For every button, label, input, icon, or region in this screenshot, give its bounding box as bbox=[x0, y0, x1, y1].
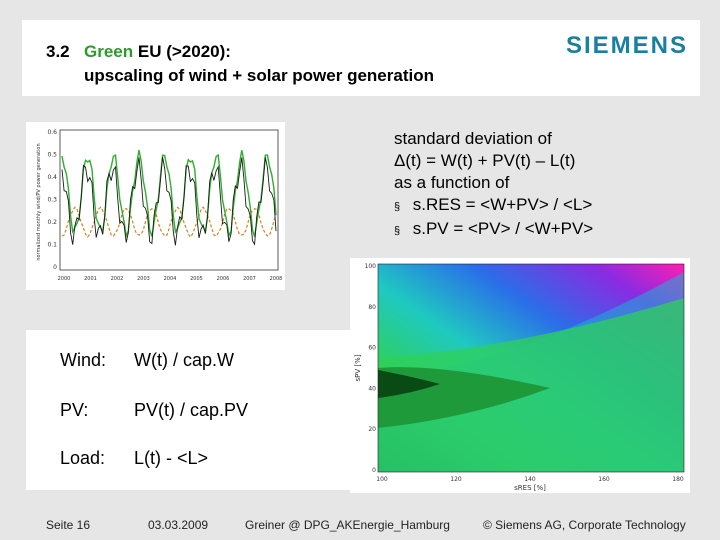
series-load bbox=[61, 206, 277, 239]
title-rest: EU (>2020): bbox=[137, 42, 231, 61]
xtick-label: 2000 bbox=[58, 276, 71, 282]
info-line3: as a function of bbox=[394, 173, 510, 192]
ytick-label: 0.6 bbox=[47, 129, 57, 136]
header-banner: 3.2 Green EU (>2020): upscaling of wind +… bbox=[22, 20, 700, 96]
legend-panel bbox=[26, 330, 351, 490]
legend-pv-value: PV(t) / cap.PV bbox=[134, 400, 249, 420]
ytick-label: 0.1 bbox=[47, 242, 57, 249]
contour-xtick-label: 100 bbox=[376, 476, 388, 483]
series-wind bbox=[61, 157, 277, 246]
xtick-label: 2007 bbox=[243, 276, 256, 282]
xtick-label: 2006 bbox=[217, 276, 230, 282]
xtick-label: 2005 bbox=[190, 276, 203, 282]
legend-wind-value: W(t) / cap.W bbox=[134, 350, 234, 370]
xtick-label: 2001 bbox=[84, 276, 97, 282]
contour-xtick-label: 160 bbox=[598, 476, 610, 483]
info-line2: Δ(t) = W(t) + PV(t) – L(t) bbox=[394, 151, 576, 170]
xtick-label: 2002 bbox=[111, 276, 124, 282]
slide-title: 3.2 Green EU (>2020): upscaling of wind +… bbox=[46, 40, 434, 88]
bullet-glyph: § bbox=[394, 225, 401, 237]
contour-xlabel: sRES [%] bbox=[514, 484, 546, 492]
time-series-panel: normalized monthly wind/PV power generat… bbox=[26, 122, 285, 290]
title-green-word: Green bbox=[84, 42, 134, 61]
bullet-glyph: § bbox=[394, 201, 401, 213]
footer-author: Greiner @ DPG_AKEnergie_Hamburg bbox=[245, 518, 450, 532]
legend-load: Load: L(t) - <L> bbox=[60, 448, 208, 469]
contour-xticks: 100 120 140 160 180 bbox=[376, 476, 684, 483]
contour-xtick-label: 120 bbox=[450, 476, 462, 483]
footer-copyright: © Siemens AG, Corporate Technology bbox=[483, 518, 686, 532]
ytick-label: 0 bbox=[53, 264, 57, 271]
series-pv bbox=[61, 149, 277, 239]
info-block: standard deviation of Δ(t) = W(t) + PV(t… bbox=[394, 128, 593, 242]
xtick-label: 2004 bbox=[164, 276, 177, 282]
bullet2-text: s.PV = <PV> / <W+PV> bbox=[412, 219, 594, 238]
time-series-xticks: 2000 2001 2002 2003 2004 2005 2006 2007 2008 bbox=[58, 276, 283, 282]
xtick-label: 2008 bbox=[270, 276, 283, 282]
legend-wind-key: Wind: bbox=[60, 350, 107, 370]
contour-ytick-label: 80 bbox=[368, 304, 376, 311]
section-number: 3.2 bbox=[46, 42, 70, 61]
ytick-label: 0.2 bbox=[47, 219, 57, 226]
footer-page: Seite 16 bbox=[46, 518, 91, 532]
contour-xtick-label: 180 bbox=[672, 476, 684, 483]
legend-pv-key: PV: bbox=[60, 400, 89, 420]
title-line2: upscaling of wind + solar power generati… bbox=[84, 66, 434, 85]
contour-ytick-label: 100 bbox=[365, 263, 377, 270]
bullet1-text: s.RES = <W+PV> / <L> bbox=[412, 195, 593, 214]
legend-wind: Wind: W(t) / cap.W bbox=[60, 350, 234, 371]
contour-ytick-label: 40 bbox=[368, 385, 376, 392]
ytick-label: 0.3 bbox=[47, 197, 57, 204]
time-series-ylabel: normalized monthly wind/PV power generat… bbox=[36, 143, 42, 260]
time-series-chart: normalized monthly wind/PV power generat… bbox=[36, 129, 283, 282]
legend-load-value: L(t) - <L> bbox=[134, 448, 209, 468]
info-bullet2: § s.PV = <PV> / <W+PV> bbox=[394, 218, 593, 242]
ytick-label: 0.5 bbox=[47, 152, 57, 159]
contour-panel: sPV [%] sRES [%] 100 80 60 40 20 0 100 120 140 1… bbox=[350, 258, 690, 493]
info-line1: standard deviation of bbox=[394, 129, 552, 148]
contour-frame bbox=[377, 263, 685, 473]
xtick-label: 2003 bbox=[137, 276, 150, 282]
siemens-logo: SIEMENS bbox=[565, 32, 688, 59]
contour-ytick-label: 20 bbox=[368, 426, 376, 433]
legend-load-key: Load: bbox=[60, 448, 106, 468]
contour-xtick-label: 140 bbox=[524, 476, 536, 483]
legend-pv: PV: PV(t) / cap.PV bbox=[60, 400, 248, 421]
time-series-yticks: 0.6 0.5 0.4 0.3 0.2 0.1 0 bbox=[47, 129, 57, 271]
contour-ytick-label: 60 bbox=[368, 345, 376, 352]
contour-ytick-label: 0 bbox=[372, 467, 376, 474]
footer-date: 03.03.2009 bbox=[148, 518, 209, 532]
info-bullet1: § s.RES = <W+PV> / <L> bbox=[394, 194, 593, 218]
ytick-label: 0.4 bbox=[47, 174, 57, 181]
contour-core bbox=[378, 370, 440, 398]
contour-ylabel: sPV [%] bbox=[354, 354, 362, 381]
contour-yticks: 100 80 60 40 20 0 bbox=[365, 263, 377, 474]
